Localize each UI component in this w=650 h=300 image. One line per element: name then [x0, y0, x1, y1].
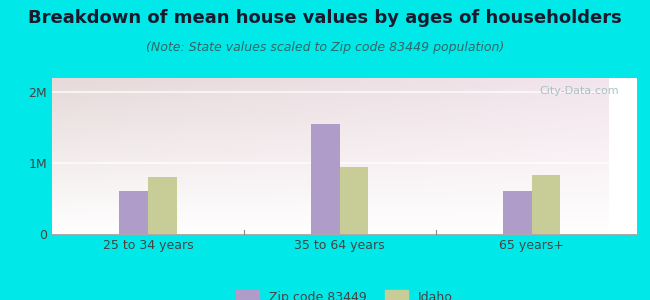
Bar	[148, 177, 177, 234]
Bar	[502, 191, 532, 234]
Text: (Note: State values scaled to Zip code 83449 population): (Note: State values scaled to Zip code 8…	[146, 40, 504, 53]
Text: City-Data.com: City-Data.com	[540, 86, 619, 96]
Bar	[311, 124, 340, 234]
Legend: Zip code 83449, Idaho: Zip code 83449, Idaho	[231, 285, 458, 300]
Text: Breakdown of mean house values by ages of householders: Breakdown of mean house values by ages o…	[28, 9, 622, 27]
Bar	[340, 167, 369, 234]
Bar	[532, 175, 560, 234]
Bar	[119, 191, 148, 234]
